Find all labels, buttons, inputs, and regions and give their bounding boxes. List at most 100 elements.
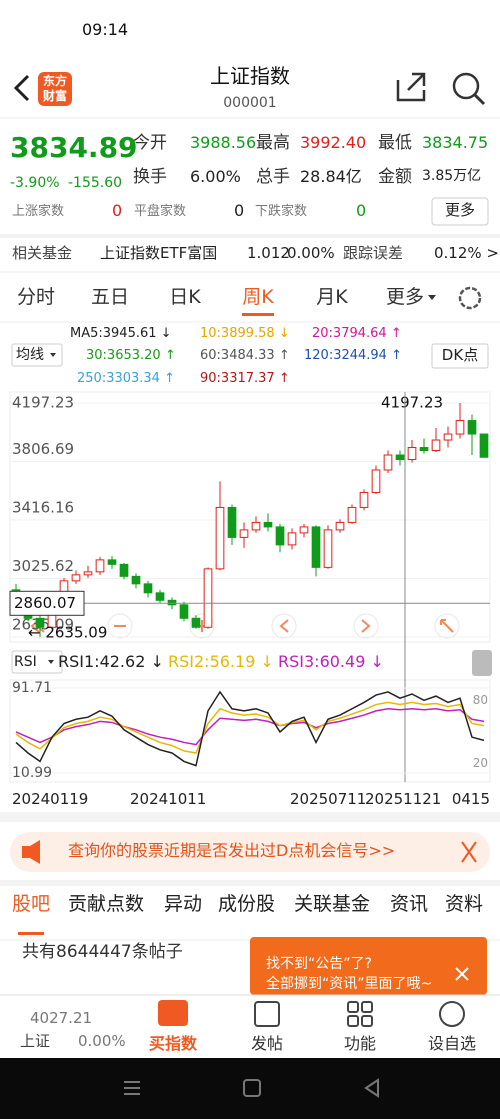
system-buttons[interactable] (124, 1078, 379, 1098)
rsi-button-label[interactable]: RSI (14, 654, 37, 670)
candle-body (167, 599, 177, 606)
control[interactable] (107, 613, 133, 639)
fund-name[interactable]: 上证指数ETF富国 (100, 244, 218, 262)
candle-body (119, 563, 129, 577)
ma-button[interactable] (11, 343, 63, 367)
candle-body (419, 447, 429, 452)
period-tab[interactable]: 分时 (16, 286, 56, 308)
dropdown-caret (50, 353, 56, 357)
fund-error-label: 跟踪误差 (343, 244, 404, 262)
more-label[interactable]: 更多 (444, 201, 476, 219)
field-label: 总手 (256, 167, 290, 187)
y-tick-label: 10.99 (12, 765, 52, 781)
change-pct: -3.90% (10, 175, 60, 191)
content-tab[interactable]: 资讯 (390, 893, 429, 915)
popup-text: 全部挪到“资讯”里面了哦~ (266, 976, 433, 992)
rsi-legend: RSI2:56.19 ↓ (168, 652, 274, 671)
content-tab[interactable]: 贡献点数 (68, 893, 145, 915)
date-label: 20241011 (130, 790, 207, 808)
candle-body (71, 574, 81, 582)
ma-legend: 60:3484.33 ↑ (200, 348, 290, 363)
watch-icon[interactable] (439, 1001, 465, 1027)
ma-button-label[interactable]: 均线 (16, 347, 44, 363)
back-icon[interactable] (13, 74, 30, 102)
search-icon[interactable] (452, 72, 480, 100)
banner-text[interactable]: 查询你的股票近期是否发出过D点机会信号>> (68, 841, 396, 860)
popup-text: 找不到“公告”了? (266, 956, 372, 972)
rsi-button[interactable] (11, 650, 63, 674)
field-value: 3.85万亿 (422, 168, 482, 184)
cursor-box (9, 590, 85, 616)
divider (0, 880, 500, 886)
high-label: 4197.23 (381, 394, 443, 412)
system-nav (0, 1058, 500, 1119)
settings-icon[interactable] (458, 286, 482, 310)
control[interactable] (434, 613, 460, 639)
content-tab[interactable]: 关联基金 (294, 893, 371, 915)
nav-item[interactable]: 买指数 (148, 1034, 198, 1053)
y-tick-label: 3806.69 (12, 440, 74, 458)
dk-label[interactable]: DK点 (441, 346, 479, 364)
count-value: 0 (112, 201, 123, 220)
period-tab[interactable]: 日K (169, 286, 201, 308)
post-icon[interactable] (254, 1001, 280, 1027)
content-tab[interactable]: 股吧 (12, 893, 51, 915)
control[interactable] (353, 613, 379, 639)
ma-legend: 20:3794.64 ↑ (312, 326, 402, 341)
banner[interactable] (10, 832, 490, 872)
period-tab[interactable]: 周K (242, 286, 274, 308)
nav-index-price: 4027.21 (30, 1009, 93, 1027)
candle-body (107, 559, 117, 565)
content-tab[interactable]: 资料 (445, 893, 484, 915)
candle-body (395, 454, 405, 461)
dropdown-caret (428, 295, 436, 300)
rsi-line (15, 701, 485, 754)
rsi-legend: RSI3:60.49 ↓ (278, 652, 384, 671)
content-tab[interactable]: 成份股 (218, 893, 276, 915)
tab-underline (18, 932, 44, 935)
candle-body (251, 521, 261, 531)
title: 上证指数 (210, 64, 290, 88)
candle-body (191, 617, 201, 628)
candle-body (215, 506, 225, 570)
date-label: 0415 (451, 790, 490, 808)
candle-body (35, 617, 45, 628)
rsi-line (15, 690, 485, 767)
nav-item[interactable]: 设自选 (427, 1034, 477, 1053)
count-value: 0 (234, 201, 245, 220)
horn-icon (22, 840, 40, 864)
field-value: 3992.40 (300, 133, 367, 152)
buy-icon[interactable] (158, 1000, 188, 1026)
dk-button[interactable] (431, 343, 489, 369)
candle-body (383, 454, 393, 471)
period-tab[interactable]: 五日 (90, 286, 130, 308)
field-label: 最低 (378, 133, 412, 153)
collapse-tab[interactable] (472, 650, 492, 676)
y-tick-label: 3416.16 (12, 499, 74, 517)
popup[interactable] (250, 937, 487, 995)
ma-legend: 30:3653.20 ↑ (86, 348, 176, 363)
popup-close[interactable] (455, 967, 469, 981)
period-tab[interactable]: 月K (316, 286, 348, 308)
y-tick-label: 80 (473, 693, 488, 707)
post-count: 共有8644447条帖子 (22, 942, 183, 962)
content-tab[interactable]: 异动 (164, 893, 203, 915)
date-label: 20240119 (12, 790, 89, 808)
field-label: 今开 (133, 133, 167, 153)
share-icon[interactable] (396, 72, 426, 102)
control[interactable] (271, 613, 297, 639)
function-icon[interactable] (347, 1001, 373, 1027)
count-label: 平盘家数 (134, 204, 187, 219)
ma-legend: MA5:3945.61 ↓ (70, 326, 172, 341)
period-tab[interactable]: 更多 (385, 286, 425, 308)
control[interactable] (189, 613, 215, 639)
close-icon[interactable] (461, 841, 477, 863)
more-button[interactable] (431, 197, 489, 226)
rsi-line (15, 707, 485, 746)
nav-item[interactable]: 发帖 (250, 1034, 284, 1053)
tab-underline (242, 313, 274, 316)
low-label: ← 2635.09 (28, 624, 107, 642)
nav-item[interactable]: 功能 (343, 1034, 377, 1053)
fund-error: 0.12% > (434, 244, 499, 262)
